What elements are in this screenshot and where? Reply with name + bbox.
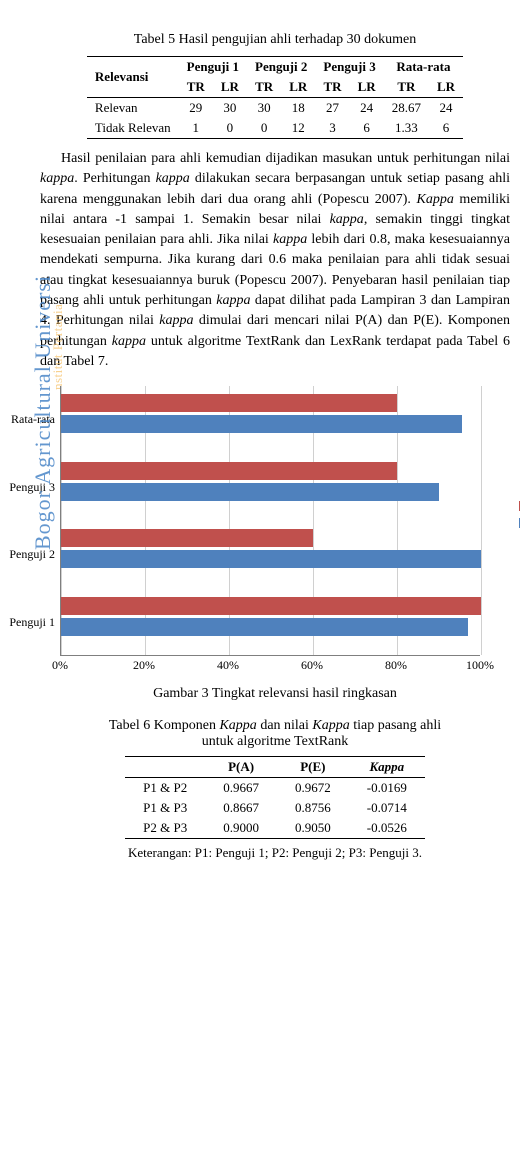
cell: 0.9000 (205, 818, 277, 839)
table-row: P1 & P3 0.8667 0.8756 -0.0714 (125, 798, 425, 818)
cell: P1 & P3 (125, 798, 205, 818)
table5-group-3: Penguji 3 (315, 57, 383, 78)
cell: 18 (281, 98, 315, 119)
chart-x-tick: 20% (133, 658, 155, 673)
table6-hdr: Kappa (349, 757, 425, 778)
chart-x-tick: 0% (52, 658, 68, 673)
table-row: P2 & P3 0.9000 0.9050 -0.0526 (125, 818, 425, 839)
table6-hdr (125, 757, 205, 778)
cell: 24 (429, 98, 463, 119)
chart-x-tick: 100% (466, 658, 494, 673)
cell: 0.8756 (277, 798, 349, 818)
cell: P2 & P3 (125, 818, 205, 839)
chart-bar (61, 597, 481, 615)
cell: P1 & P2 (125, 778, 205, 799)
chart-bar (61, 415, 462, 433)
cell: -0.0714 (349, 798, 425, 818)
cell: 0 (213, 118, 247, 139)
chart-category-label: Penguji 1 (0, 615, 61, 630)
cell: 30 (213, 98, 247, 119)
cell: 0.9672 (277, 778, 349, 799)
body-paragraph: Hasil penilaian para ahli kemudian dijad… (40, 149, 510, 372)
cell: 3 (315, 118, 349, 139)
table5-sub: TR (179, 77, 213, 98)
table5-col-relevansi: Relevansi (87, 57, 179, 98)
chart-bar (61, 483, 439, 501)
chart-x-tick: 40% (217, 658, 239, 673)
watermark-side: Bogor Agricultural Universi (30, 275, 56, 550)
chart-bar (61, 529, 313, 547)
table5-sub: LR (213, 77, 247, 98)
table5-sub: LR (350, 77, 384, 98)
table5-group-1: Penguji 1 (179, 57, 247, 78)
table5-sub: TR (247, 77, 281, 98)
table5-group-2: Penguji 2 (247, 57, 315, 78)
table6-note: Keterangan: P1: Penguji 1; P2: Penguji 2… (40, 845, 510, 861)
table5-sub: TR (384, 77, 429, 98)
table6-caption: Tabel 6 Komponen Kappa dan nilai Kappa t… (95, 718, 455, 750)
chart-bar (61, 618, 468, 636)
cell: 28.67 (384, 98, 429, 119)
cell: 6 (429, 118, 463, 139)
table-row: P1 & P2 0.9667 0.9672 -0.0169 (125, 778, 425, 799)
table5-group-4: Rata-rata (384, 57, 463, 78)
cell: Tidak Relevan (87, 118, 179, 139)
cell: 0.9050 (277, 818, 349, 839)
cell: 12 (281, 118, 315, 139)
table6-hdr: P(A) (205, 757, 277, 778)
chart-bar (61, 394, 397, 412)
cell: 1 (179, 118, 213, 139)
chart-x-tick: 60% (301, 658, 323, 673)
cell: -0.0526 (349, 818, 425, 839)
figure3-caption: Gambar 3 Tingkat relevansi hasil ringkas… (40, 686, 510, 702)
cell: 30 (247, 98, 281, 119)
table5-sub: LR (429, 77, 463, 98)
chart-x-tick: 80% (385, 658, 407, 673)
relevance-chart: Rata-rataPenguji 3Penguji 2Penguji 1 0%2… (60, 386, 520, 678)
table6-hdr: P(E) (277, 757, 349, 778)
cell: 29 (179, 98, 213, 119)
cell: 0.8667 (205, 798, 277, 818)
chart-bar (61, 462, 397, 480)
cell: 1.33 (384, 118, 429, 139)
table5-sub: TR (315, 77, 349, 98)
table5: Relevansi Penguji 1 Penguji 2 Penguji 3 … (87, 56, 463, 139)
table-row: Tidak Relevan 1 0 0 12 3 6 1.33 6 (87, 118, 463, 139)
table6: P(A) P(E) Kappa P1 & P2 0.9667 0.9672 -0… (125, 756, 425, 839)
table5-caption: Tabel 5 Hasil pengujian ahli terhadap 30… (40, 32, 510, 48)
table5-sub: LR (281, 77, 315, 98)
cell: Relevan (87, 98, 179, 119)
chart-bar (61, 550, 481, 568)
cell: 27 (315, 98, 349, 119)
cell: 0 (247, 118, 281, 139)
cell: 0.9667 (205, 778, 277, 799)
table-row: Relevan 29 30 30 18 27 24 28.67 24 (87, 98, 463, 119)
cell: 24 (350, 98, 384, 119)
cell: -0.0169 (349, 778, 425, 799)
cell: 6 (350, 118, 384, 139)
